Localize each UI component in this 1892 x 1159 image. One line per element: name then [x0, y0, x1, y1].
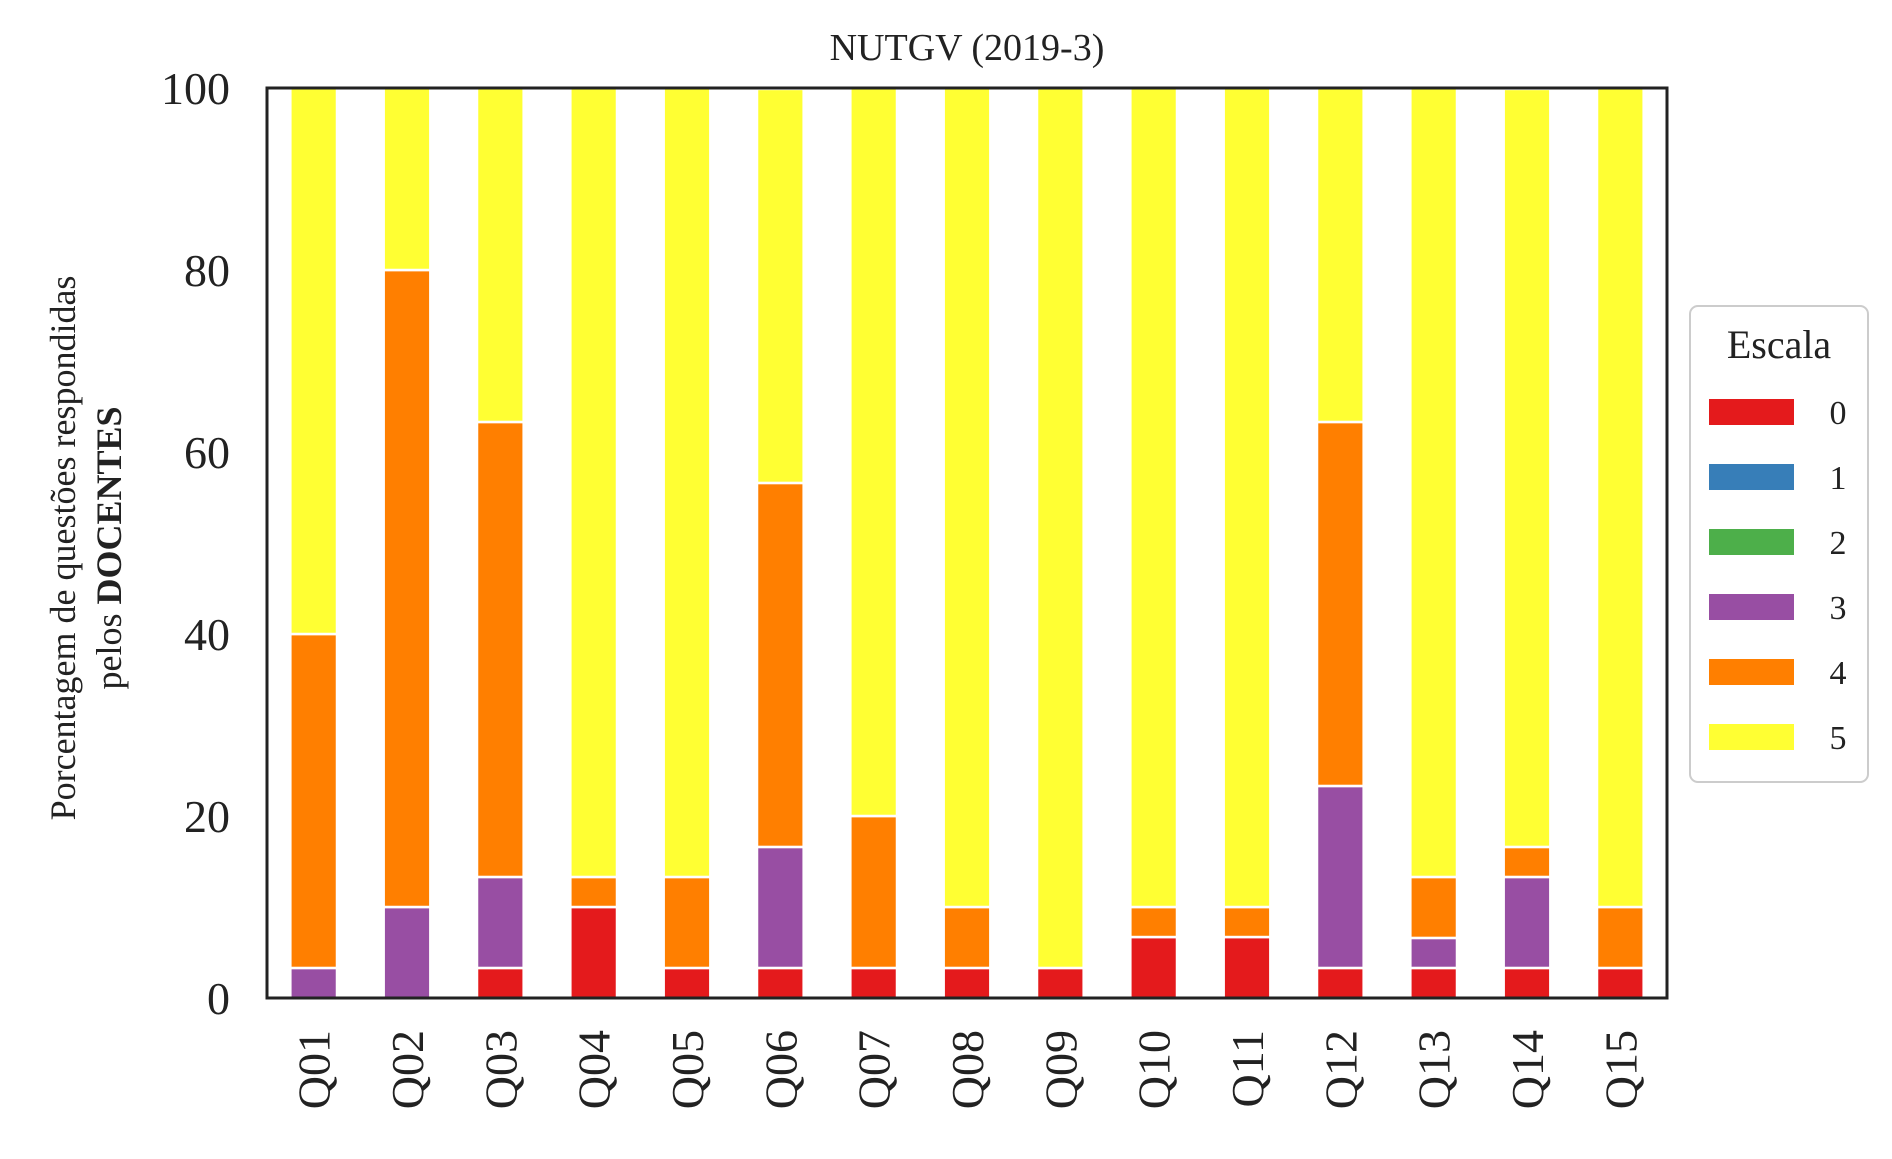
bar-q10-scale-5	[1129, 86, 1179, 909]
y-axis-label-bold: DOCENTES	[89, 406, 129, 604]
x-tick-label: Q07	[849, 1030, 900, 1109]
bar-q01-scale-5	[289, 86, 339, 636]
legend-swatch-5	[1709, 724, 1794, 750]
plot-frame	[265, 86, 1669, 1000]
bar-q02-scale-4	[382, 268, 432, 909]
bar-q15-scale-0	[1595, 966, 1645, 1000]
bar-q06-scale-4	[755, 481, 805, 849]
bar-q12-scale-0	[1315, 966, 1365, 1000]
bar-q07-scale-5	[849, 86, 899, 818]
y-tick-label: 60	[184, 427, 230, 478]
legend-swatch-4	[1709, 659, 1794, 685]
x-tick-label: Q08	[942, 1030, 993, 1109]
legend: Escala 0 1 2 3 4 5	[1689, 305, 1869, 783]
y-ticks: 0 20 40 60 80 100	[161, 63, 230, 1024]
bar-q04-scale-5	[569, 86, 619, 879]
bar-q07-scale-0	[849, 966, 899, 1000]
x-tick-label: Q14	[1502, 1030, 1553, 1109]
bar-q04-scale-0	[569, 905, 619, 1000]
bar-q13-scale-3	[1409, 936, 1459, 970]
legend-label-3: 3	[1830, 590, 1847, 627]
bar-q11-scale-0	[1222, 935, 1272, 1000]
legend-swatch-0	[1709, 399, 1794, 425]
x-tick-label: Q01	[289, 1030, 340, 1109]
x-ticks: Q01 Q02 Q03 Q04 Q05 Q06 Q07 Q08 Q09 Q10 Q11 Q12 Q13 Q…	[289, 1030, 1647, 1109]
x-tick-label: Q04	[569, 1030, 620, 1109]
bar-q13-scale-5	[1409, 86, 1459, 879]
bar-q13-scale-4	[1409, 875, 1459, 940]
legend-swatch-2	[1709, 529, 1794, 555]
bar-q09-scale-0	[1035, 966, 1085, 1000]
legend-label-0: 0	[1830, 395, 1847, 432]
legend-title: Escala	[1727, 322, 1832, 367]
x-tick-label: Q02	[382, 1030, 433, 1109]
y-tick-label: 20	[184, 791, 230, 842]
bar-q08-scale-5	[942, 86, 992, 909]
y-tick-label: 80	[184, 245, 230, 296]
y-axis-label-prefix: pelos	[89, 605, 129, 690]
x-tick-label: Q11	[1222, 1030, 1273, 1108]
bar-q09-scale-5	[1035, 86, 1085, 970]
bar-q11-scale-5	[1222, 86, 1272, 909]
bar-q02-scale-5	[382, 86, 432, 272]
bar-q15-scale-4	[1595, 905, 1645, 970]
legend-swatch-1	[1709, 464, 1794, 490]
legend-swatch-3	[1709, 594, 1794, 620]
x-tick-label: Q05	[662, 1030, 713, 1109]
bar-q05-scale-0	[662, 966, 712, 1000]
y-axis-label: Porcentagem de questões respondidas pelo…	[43, 276, 129, 821]
bar-q01-scale-4	[289, 632, 339, 970]
bar-q03-scale-4	[475, 420, 525, 879]
bar-q10-scale-4	[1129, 905, 1179, 939]
bar-q12-scale-5	[1315, 86, 1365, 424]
bar-q08-scale-0	[942, 966, 992, 1000]
y-axis-label-line1: Porcentagem de questões respondidas	[43, 276, 83, 821]
x-tick-label: Q13	[1409, 1030, 1460, 1109]
y-tick-label: 0	[207, 973, 230, 1024]
bar-q05-scale-5	[662, 86, 712, 879]
bar-q14-scale-0	[1502, 966, 1552, 1000]
bars-layer	[289, 86, 1645, 1000]
bar-q06-scale-3	[755, 845, 805, 970]
bar-q03-scale-5	[475, 86, 525, 424]
x-tick-label: Q09	[1035, 1030, 1086, 1109]
bar-q03-scale-3	[475, 875, 525, 970]
bar-q05-scale-4	[662, 875, 712, 970]
bar-q02-scale-3	[382, 905, 432, 1000]
y-tick-label: 100	[161, 63, 230, 114]
y-axis-label-line2: pelos DOCENTES	[89, 406, 129, 689]
bar-q14-scale-3	[1502, 875, 1552, 970]
bar-q07-scale-4	[849, 814, 899, 970]
x-tick-label: Q15	[1595, 1030, 1646, 1109]
bar-q08-scale-4	[942, 905, 992, 970]
bar-q06-scale-0	[755, 966, 805, 1000]
legend-label-5: 5	[1830, 720, 1847, 757]
bar-q14-scale-5	[1502, 87, 1552, 849]
bar-q04-scale-4	[569, 875, 619, 909]
bar-q11-scale-4	[1222, 905, 1272, 939]
bar-q01-scale-3	[289, 966, 339, 1000]
bar-q12-scale-3	[1315, 784, 1365, 970]
bar-q13-scale-0	[1409, 966, 1459, 1000]
chart-title: NUTGV (2019-3)	[830, 27, 1105, 69]
bar-q10-scale-0	[1129, 935, 1179, 1000]
y-tick-label: 40	[184, 609, 230, 660]
legend-label-2: 2	[1830, 525, 1847, 562]
bar-q15-scale-5	[1595, 86, 1645, 909]
legend-label-4: 4	[1830, 655, 1847, 692]
x-tick-label: Q03	[475, 1030, 526, 1109]
bar-q14-scale-4	[1502, 845, 1552, 879]
bar-q03-scale-0	[475, 966, 525, 1000]
x-tick-label: Q10	[1129, 1030, 1180, 1109]
legend-label-1: 1	[1830, 460, 1847, 497]
legend-items: 0 1 2 3 4 5	[1709, 395, 1847, 757]
x-tick-label: Q06	[755, 1030, 806, 1109]
bar-q12-scale-4	[1315, 420, 1365, 788]
x-tick-label: Q12	[1315, 1030, 1366, 1109]
bar-q06-scale-5	[755, 87, 805, 485]
